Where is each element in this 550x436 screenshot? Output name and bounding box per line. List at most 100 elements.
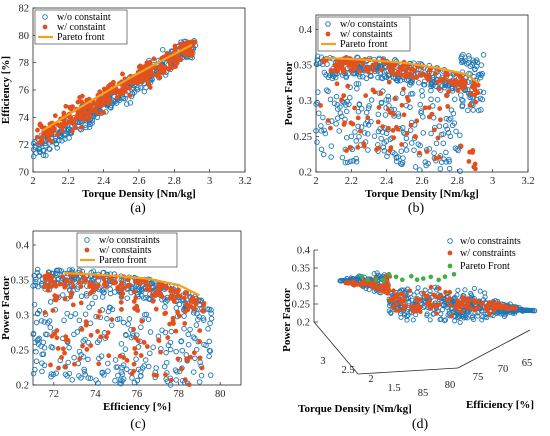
data-point-wo (65, 126, 71, 132)
data-point-wi (185, 307, 191, 313)
data-point-wo (446, 165, 453, 172)
data-point-wo (436, 123, 443, 129)
data-point-wi (328, 67, 334, 73)
data-point-wi (139, 318, 145, 324)
data-point-wi (188, 354, 193, 360)
data-point-wi (428, 306, 434, 311)
data-point-wo (67, 313, 74, 320)
axis-3d-efficiency (457, 329, 531, 369)
data-point-wo (346, 101, 352, 108)
data-point-wi (407, 288, 413, 294)
legend-marker-wi (42, 24, 48, 30)
y-axis-label: Efficiency [%] (466, 399, 534, 411)
data-point-wo (366, 103, 372, 109)
data-point-wi (175, 356, 181, 362)
data-point-wi (376, 105, 382, 110)
data-point-wi (168, 58, 173, 64)
data-point-wi (378, 91, 384, 96)
data-point-wi (392, 96, 398, 102)
data-point-wo (38, 343, 44, 349)
data-point-wo (328, 143, 335, 149)
data-point-wi (352, 105, 358, 111)
data-point-wi (460, 300, 465, 305)
data-point-wi (341, 93, 347, 99)
data-point-wo (438, 159, 445, 165)
data-point-wi (459, 309, 464, 314)
data-point-wo (344, 98, 350, 105)
data-point-wi (434, 311, 439, 316)
data-point-wi (436, 86, 442, 92)
data-point-wi (340, 68, 346, 74)
data-point-wi (34, 134, 40, 140)
data-point-wi (350, 121, 356, 127)
data-point-wo (190, 369, 197, 375)
data-point-wi (473, 99, 479, 105)
data-point-wi (391, 288, 396, 294)
data-point-wi (161, 69, 167, 75)
data-point-wi (325, 118, 331, 123)
legend-marker-wo (447, 238, 453, 244)
data-point-wo (355, 108, 362, 115)
data-point-wo (371, 133, 378, 139)
data-point-wi (450, 79, 456, 85)
data-point-wo (200, 315, 206, 321)
data-point-wo (325, 88, 331, 95)
data-point-wo (428, 87, 434, 94)
data-point-wi (168, 377, 174, 383)
data-point-wo (185, 331, 192, 338)
data-point-wi (438, 294, 443, 300)
y-axis-label: Efficiency [%] (0, 56, 12, 124)
data-point-wo (475, 310, 481, 316)
data-point-wo (129, 375, 135, 381)
data-point-wo (480, 89, 487, 96)
data-point-wi (119, 287, 124, 293)
data-point-wo (339, 154, 346, 161)
x-axis-label: Torque Density [Nm/kg] (82, 188, 196, 200)
data-point-wo (421, 298, 427, 304)
data-point-wi (77, 356, 83, 362)
data-point-wo (161, 296, 168, 302)
y-tick-label: 0.4 (16, 241, 30, 252)
pareto-front-line (324, 56, 480, 84)
data-point-wo (323, 72, 329, 78)
data-point-wi (354, 60, 360, 65)
data-point-wo (133, 356, 139, 362)
data-point-wi (150, 72, 156, 78)
data-point-wo (367, 72, 374, 79)
data-point-wo (400, 155, 406, 161)
data-point-wi (426, 114, 432, 120)
data-point-wi (144, 282, 150, 287)
data-point-wo (400, 125, 406, 131)
data-point-wi (413, 309, 419, 314)
data-point-wo (114, 364, 121, 370)
data-point-wi (349, 281, 355, 287)
data-point-wi (157, 75, 163, 80)
data-point-wo (81, 368, 88, 375)
data-point-wi (58, 281, 64, 287)
data-point-wo (167, 382, 174, 388)
data-point-pareto (400, 277, 405, 283)
z-tick-label: 0.25 (292, 300, 310, 311)
data-point-wo (141, 88, 148, 95)
y-tick-label: 78 (19, 58, 30, 69)
data-point-wo (397, 160, 404, 167)
data-point-wi (414, 118, 420, 124)
data-point-wo (450, 110, 457, 117)
data-point-wi (145, 344, 150, 349)
data-point-wi (397, 297, 403, 302)
data-point-wo (112, 377, 118, 384)
data-point-wo (334, 115, 341, 121)
data-point-wi (78, 284, 84, 289)
data-point-wo (398, 148, 405, 154)
data-point-wi (95, 329, 100, 334)
data-point-wi (355, 144, 361, 150)
data-point-wi (77, 279, 82, 285)
pareto-front-line (41, 43, 193, 132)
data-point-wo (53, 370, 59, 376)
data-point-wi (104, 99, 110, 105)
data-point-wo (76, 317, 83, 324)
data-point-wi (387, 297, 393, 303)
data-point-wi (390, 304, 395, 310)
